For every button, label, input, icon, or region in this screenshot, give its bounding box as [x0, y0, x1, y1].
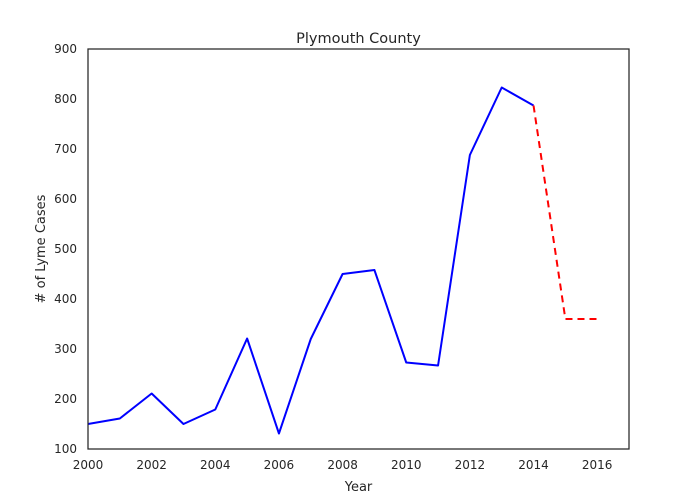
x-tick-label: 2004 — [200, 458, 231, 472]
x-tick-label: 2016 — [582, 458, 613, 472]
y-tick-label: 100 — [54, 442, 77, 456]
chart-title: Plymouth County — [296, 31, 421, 47]
y-tick-label: 700 — [54, 142, 77, 156]
series-layer — [87, 86, 598, 435]
x-axis-label: Year — [344, 480, 373, 495]
y-axis-label: # of Lyme Cases — [34, 194, 49, 303]
series-line-observed — [87, 86, 535, 435]
y-tick-label: 400 — [54, 292, 77, 306]
plot-area — [88, 49, 629, 449]
y-tick-label: 500 — [54, 242, 77, 256]
y-tick-label: 900 — [54, 42, 77, 56]
y-tick-label: 200 — [54, 392, 77, 406]
y-tick-label: 600 — [54, 192, 77, 206]
x-tick-label: 2000 — [73, 458, 104, 472]
tick-layer: 2000 2002 2004 2006 2008 2010 2012 2014 2016 100 2… — [54, 42, 612, 472]
x-tick-label: 2012 — [455, 458, 486, 472]
x-tick-label: 2010 — [391, 458, 422, 472]
y-tick-label: 800 — [54, 92, 77, 106]
y-tick-label: 300 — [54, 342, 77, 356]
x-tick-label: 2002 — [136, 458, 167, 472]
x-tick-label: 2008 — [327, 458, 358, 472]
x-tick-label: 2006 — [264, 458, 295, 472]
x-tick-label: 2014 — [518, 458, 549, 472]
plot-frame — [87, 48, 630, 450]
plot-background — [88, 49, 629, 449]
